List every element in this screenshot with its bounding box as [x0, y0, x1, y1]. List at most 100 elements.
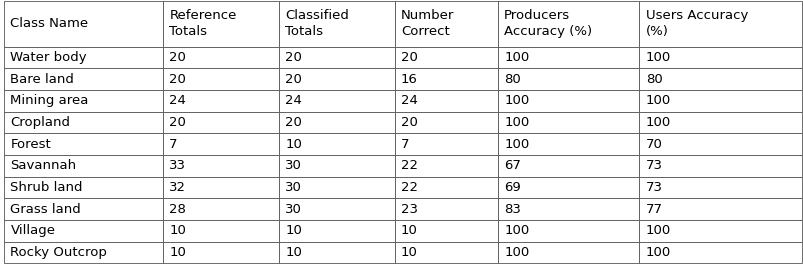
Bar: [497, 198, 638, 220]
Bar: [279, 68, 394, 90]
Bar: [497, 90, 638, 112]
Bar: [4, 220, 163, 242]
Bar: [163, 90, 279, 112]
Bar: [394, 198, 497, 220]
Text: 77: 77: [645, 203, 662, 216]
Bar: [4, 112, 163, 133]
Text: 80: 80: [645, 73, 662, 86]
Bar: [163, 133, 279, 155]
Text: 28: 28: [169, 203, 186, 216]
Bar: [163, 242, 279, 263]
Bar: [497, 155, 638, 177]
Bar: [638, 90, 801, 112]
Text: Users Accuracy
(%): Users Accuracy (%): [645, 9, 747, 38]
Text: 23: 23: [401, 203, 418, 216]
Text: 20: 20: [401, 116, 418, 129]
Text: Producers
Accuracy (%): Producers Accuracy (%): [503, 9, 592, 38]
Text: Class Name: Class Name: [10, 17, 88, 30]
Text: 10: 10: [169, 246, 186, 259]
Bar: [163, 155, 279, 177]
Text: Forest: Forest: [10, 138, 51, 151]
Text: 73: 73: [645, 181, 662, 194]
Bar: [279, 177, 394, 198]
Bar: [394, 68, 497, 90]
Text: Water body: Water body: [10, 51, 87, 64]
Text: 7: 7: [169, 138, 177, 151]
Bar: [394, 133, 497, 155]
Text: Cropland: Cropland: [10, 116, 71, 129]
Text: Savannah: Savannah: [10, 159, 76, 172]
Bar: [497, 242, 638, 263]
Text: Number
Correct: Number Correct: [401, 9, 454, 38]
Text: 83: 83: [503, 203, 520, 216]
Bar: [163, 112, 279, 133]
Text: 20: 20: [169, 51, 186, 64]
Text: 20: 20: [169, 73, 186, 86]
Text: Reference
Totals: Reference Totals: [169, 9, 236, 38]
Bar: [279, 198, 394, 220]
Bar: [497, 46, 638, 68]
Bar: [163, 220, 279, 242]
Bar: [4, 1, 163, 46]
Text: 100: 100: [645, 246, 671, 259]
Text: 24: 24: [169, 94, 186, 107]
Text: 10: 10: [285, 224, 302, 237]
Text: 100: 100: [503, 116, 528, 129]
Text: 100: 100: [503, 138, 528, 151]
Text: 100: 100: [503, 51, 528, 64]
Bar: [4, 46, 163, 68]
Text: 20: 20: [285, 51, 302, 64]
Bar: [638, 220, 801, 242]
Bar: [163, 1, 279, 46]
Text: 10: 10: [401, 224, 418, 237]
Text: 10: 10: [169, 224, 186, 237]
Text: 16: 16: [401, 73, 418, 86]
Bar: [638, 112, 801, 133]
Text: 30: 30: [285, 203, 302, 216]
Bar: [638, 133, 801, 155]
Bar: [4, 133, 163, 155]
Bar: [163, 68, 279, 90]
Bar: [4, 68, 163, 90]
Bar: [497, 1, 638, 46]
Text: 24: 24: [401, 94, 418, 107]
Bar: [394, 90, 497, 112]
Text: 100: 100: [503, 224, 528, 237]
Text: 20: 20: [401, 51, 418, 64]
Text: 30: 30: [285, 181, 302, 194]
Text: 20: 20: [285, 116, 302, 129]
Text: 10: 10: [285, 138, 302, 151]
Text: 67: 67: [503, 159, 520, 172]
Bar: [4, 155, 163, 177]
Bar: [394, 1, 497, 46]
Bar: [394, 242, 497, 263]
Text: 7: 7: [401, 138, 409, 151]
Bar: [279, 46, 394, 68]
Text: 20: 20: [285, 73, 302, 86]
Bar: [497, 133, 638, 155]
Bar: [394, 220, 497, 242]
Text: 100: 100: [645, 224, 671, 237]
Bar: [394, 112, 497, 133]
Bar: [638, 46, 801, 68]
Bar: [394, 46, 497, 68]
Text: 100: 100: [503, 246, 528, 259]
Bar: [394, 155, 497, 177]
Text: 100: 100: [645, 116, 671, 129]
Text: Bare land: Bare land: [10, 73, 74, 86]
Bar: [279, 155, 394, 177]
Text: 24: 24: [285, 94, 302, 107]
Text: 73: 73: [645, 159, 662, 172]
Text: 69: 69: [503, 181, 520, 194]
Text: 30: 30: [285, 159, 302, 172]
Bar: [638, 1, 801, 46]
Text: 22: 22: [401, 181, 418, 194]
Bar: [497, 68, 638, 90]
Text: 32: 32: [169, 181, 186, 194]
Bar: [279, 1, 394, 46]
Bar: [163, 46, 279, 68]
Text: 100: 100: [645, 94, 671, 107]
Text: 33: 33: [169, 159, 186, 172]
Text: Rocky Outcrop: Rocky Outcrop: [10, 246, 107, 259]
Text: Classified
Totals: Classified Totals: [285, 9, 349, 38]
